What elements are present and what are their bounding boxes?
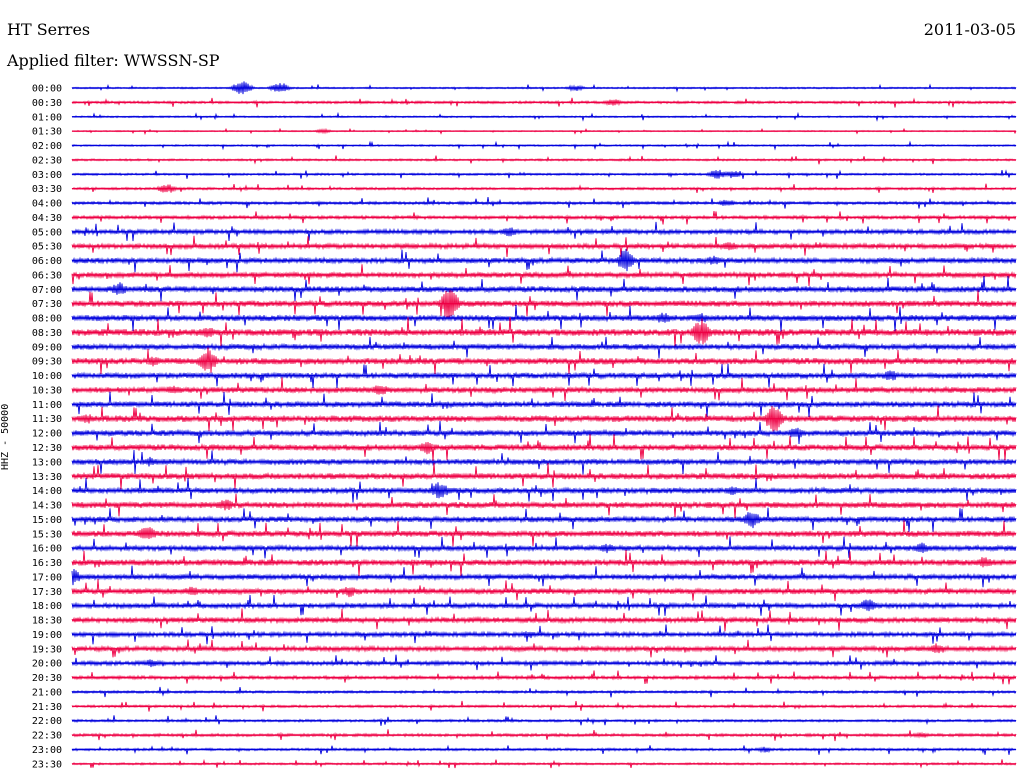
row-time-label: 12:30 [32, 443, 62, 454]
row-time-label: 18:30 [32, 616, 62, 627]
row-time-label: 18:00 [32, 601, 62, 612]
row-time-label: 21:30 [32, 702, 62, 713]
row-time-label: 06:00 [32, 256, 62, 267]
row-time-label: 01:30 [32, 127, 62, 138]
trace-line [71, 363, 1017, 389]
row-time-label: 10:30 [32, 385, 62, 396]
row-time-label: 15:00 [32, 515, 62, 526]
row-time-label: 05:30 [32, 242, 62, 253]
row-time-label: 09:30 [32, 357, 62, 368]
row-time-label: 17:00 [32, 572, 62, 583]
row-time-label: 16:00 [32, 544, 62, 555]
row-time-label: 06:30 [32, 270, 62, 281]
trace-line [71, 434, 1017, 461]
row-time-label: 05:00 [32, 227, 62, 238]
trace-line [71, 579, 1017, 602]
row-time-label: 03:00 [32, 170, 62, 181]
trace-line [71, 595, 1017, 616]
row-time-label: 22:00 [32, 716, 62, 727]
row-time-label: 13:00 [32, 457, 62, 468]
row-time-label: 19:30 [32, 644, 62, 655]
filter-label: Applied filter: WWSSN-SP [7, 51, 220, 70]
row-time-label: 10:00 [32, 371, 62, 382]
row-time-label: 11:30 [32, 414, 62, 425]
row-time-label: 16:30 [32, 558, 62, 569]
station-title: HT Serres [7, 20, 91, 39]
trace-line [71, 275, 1017, 302]
row-time-label: 03:30 [32, 184, 62, 195]
trace-line [71, 336, 1017, 359]
row-time-label: 08:00 [32, 314, 62, 325]
row-time-label: 04:30 [32, 213, 62, 224]
trace-line [71, 377, 1017, 401]
row-time-label: 09:00 [32, 342, 62, 353]
row-time-label: 07:30 [32, 299, 62, 310]
row-time-label: 02:00 [32, 141, 62, 152]
row-time-label: 15:30 [32, 529, 62, 540]
row-time-label: 04:00 [32, 199, 62, 210]
row-time-label: 07:00 [32, 285, 62, 296]
row-time-label: 19:00 [32, 630, 62, 641]
trace-line [71, 493, 1017, 518]
row-time-label: 00:30 [32, 98, 62, 109]
trace-line [71, 549, 1017, 577]
trace-line [71, 536, 1017, 559]
row-time-label: 13:30 [32, 472, 62, 483]
trace-line [71, 289, 1017, 319]
row-time-label: 20:30 [32, 673, 62, 684]
row-time-label: 23:30 [32, 759, 62, 770]
trace-line [71, 405, 1017, 432]
row-time-label: 14:00 [32, 486, 62, 497]
row-time-label: 08:30 [32, 328, 62, 339]
row-time-label: 22:30 [32, 731, 62, 742]
date-label: 2011-03-05 [923, 20, 1016, 39]
row-time-label: 12:00 [32, 429, 62, 440]
row-time-label: 17:30 [32, 587, 62, 598]
row-time-label: 21:00 [32, 687, 62, 698]
row-time-label: 23:00 [32, 745, 62, 756]
trace-line [71, 264, 1017, 287]
trace-line [71, 654, 1017, 671]
row-time-label: 02:30 [32, 155, 62, 166]
row-time-label: 20:00 [32, 659, 62, 670]
row-time-label: 14:30 [32, 501, 62, 512]
row-time-label: 11:00 [32, 400, 62, 411]
row-time-label: 00:00 [32, 84, 62, 95]
trace-line [71, 507, 1017, 532]
row-time-label: 01:00 [32, 112, 62, 123]
